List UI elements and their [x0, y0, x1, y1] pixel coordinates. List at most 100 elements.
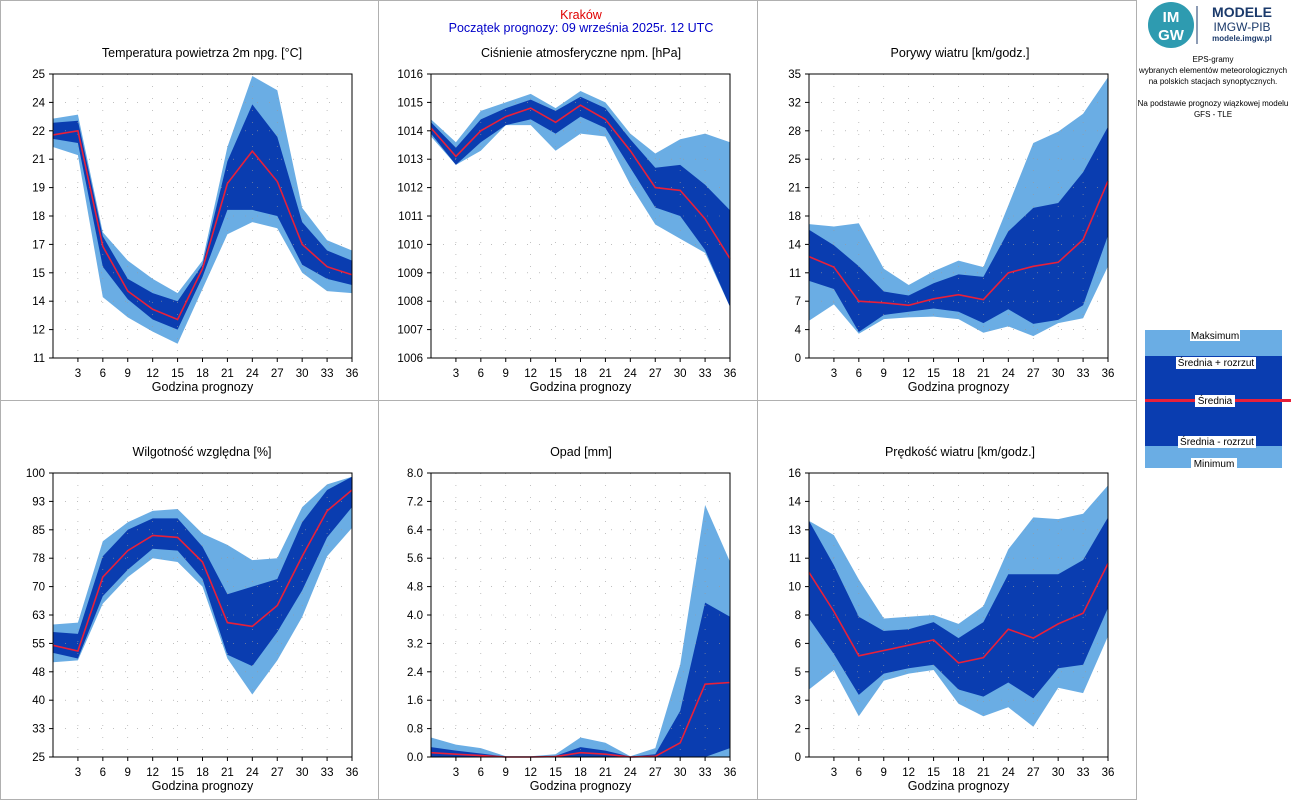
- y-tick-label: 1010: [397, 239, 423, 251]
- y-tick-label: 25: [32, 69, 45, 81]
- y-tick-label: 1006: [397, 353, 423, 365]
- info-line: wybranych elementów meteorologicznych: [1138, 66, 1287, 75]
- legend: Maksimum Średnia + rozrzut Średnia Średn…: [1145, 330, 1291, 470]
- y-tick-label: 17: [32, 239, 45, 251]
- x-tick-label: 36: [346, 767, 359, 779]
- x-tick-label: 9: [503, 368, 509, 380]
- chart-wind-speed: Prędkość wiatru [km/godz.] 0 2 3 5 6 8 10 11 13 14…: [788, 445, 1114, 793]
- x-tick-label: 6: [100, 368, 106, 380]
- x-tick-label: 36: [724, 368, 737, 380]
- y-tick-label: 4: [795, 325, 802, 337]
- x-tick-label: 18: [196, 767, 209, 779]
- y-tick-label: 25: [788, 154, 801, 166]
- chart-title: Porywy wiatru [km/godz.]: [891, 46, 1030, 60]
- x-tick-label: 15: [549, 368, 562, 380]
- y-tick-label: 28: [788, 126, 801, 138]
- x-tick-label: 30: [296, 368, 309, 380]
- x-tick-label: 36: [346, 368, 359, 380]
- brand-site: modele.imgw.pl: [1212, 34, 1272, 43]
- spread-band: [53, 104, 352, 330]
- y-tick-label: 0.0: [407, 752, 423, 764]
- y-tick-label: 40: [32, 695, 45, 707]
- y-tick-label: 10: [788, 582, 801, 594]
- x-tick-label: 24: [624, 767, 637, 779]
- mean-line: [430, 104, 731, 260]
- y-tick-label: 32: [788, 97, 801, 109]
- x-tick-label: 21: [977, 767, 990, 779]
- x-tick-label: 33: [321, 368, 334, 380]
- y-tick-label: 1007: [397, 325, 423, 337]
- x-tick-label: 15: [927, 767, 940, 779]
- x-tick-label: 18: [196, 368, 209, 380]
- y-tick-label: 19: [32, 183, 45, 195]
- x-tick-label: 15: [927, 368, 940, 380]
- charts-group: Temperatura powietrza 2m npg. [°C] 11 12 14…: [26, 46, 1115, 793]
- x-tick-label: 36: [1102, 368, 1115, 380]
- spread-band: [431, 96, 730, 307]
- x-tick-label: 27: [271, 767, 284, 779]
- legend-mean-minus-label: Średnia - rozrzut: [1180, 435, 1254, 448]
- header-city: Kraków: [560, 8, 603, 22]
- x-axis-label: Godzina prognozy: [530, 380, 632, 394]
- y-tick-label: 0: [795, 353, 801, 365]
- y-tick-label: 1009: [397, 268, 423, 280]
- logo-circle-icon: [1148, 2, 1194, 48]
- y-tick-label: 4.8: [407, 582, 423, 594]
- x-tick-label: 18: [574, 767, 587, 779]
- spread-band: [809, 126, 1108, 332]
- x-tick-label: 3: [831, 368, 837, 380]
- y-tick-label: 14: [788, 239, 801, 251]
- mean-line: [808, 180, 1109, 307]
- y-tick-label: 1008: [397, 296, 423, 308]
- y-tick-label: 55: [32, 638, 45, 650]
- y-tick-label: 14: [788, 496, 801, 508]
- y-tick-label: 1016: [397, 69, 423, 81]
- x-axis-label: Godzina prognozy: [908, 380, 1010, 394]
- y-tick-label: 33: [32, 724, 45, 736]
- x-tick-label: 12: [524, 767, 537, 779]
- imgw-logo: IM GW: [1148, 2, 1198, 48]
- x-tick-label: 9: [881, 368, 887, 380]
- x-tick-label: 30: [296, 767, 309, 779]
- y-tick-label: 85: [32, 525, 45, 537]
- y-tick-label: 1013: [397, 154, 423, 166]
- y-tick-label: 1015: [397, 97, 423, 109]
- x-tick-label: 27: [1027, 368, 1040, 380]
- logo-text-bottom: GW: [1158, 27, 1185, 44]
- x-axis-label: Godzina prognozy: [152, 779, 254, 793]
- y-tick-label: 3.2: [407, 638, 423, 650]
- x-tick-label: 21: [977, 368, 990, 380]
- x-tick-label: 3: [75, 368, 81, 380]
- x-tick-label: 6: [100, 767, 106, 779]
- y-tick-label: 100: [26, 468, 45, 480]
- chart-title: Wilgotność względna [%]: [133, 445, 272, 459]
- x-tick-label: 36: [724, 767, 737, 779]
- x-tick-label: 33: [1077, 368, 1090, 380]
- x-tick-label: 24: [1002, 767, 1015, 779]
- x-tick-label: 24: [1002, 368, 1015, 380]
- chart-pressure: Ciśnienie atmosferyczne npm. [hPa] 1006 10…: [397, 46, 736, 394]
- min-max-band: [53, 76, 352, 344]
- y-tick-label: 21: [788, 183, 801, 195]
- mean-line: [430, 681, 731, 758]
- mean-line: [52, 129, 353, 321]
- x-tick-label: 12: [902, 767, 915, 779]
- y-tick-label: 1011: [398, 211, 423, 223]
- header-forecast-start: Początek prognozy: 09 września 2025r. 12…: [449, 21, 714, 35]
- y-tick-label: 78: [32, 553, 45, 565]
- y-tick-label: 1.6: [407, 695, 423, 707]
- x-tick-label: 21: [599, 767, 612, 779]
- legend-max-label: Maksimum: [1191, 331, 1239, 342]
- logo-text-top: IM: [1163, 9, 1180, 26]
- chart-title: Prędkość wiatru [km/godz.]: [885, 445, 1035, 459]
- info-line: EPS-gramy: [1193, 55, 1234, 64]
- y-tick-label: 8.0: [407, 468, 423, 480]
- x-tick-label: 9: [125, 368, 131, 380]
- y-tick-label: 35: [788, 69, 801, 81]
- y-tick-label: 0: [795, 752, 801, 764]
- x-axis-label: Godzina prognozy: [152, 380, 254, 394]
- x-tick-label: 18: [574, 368, 587, 380]
- y-tick-label: 2: [795, 724, 801, 736]
- spread-band: [431, 602, 730, 757]
